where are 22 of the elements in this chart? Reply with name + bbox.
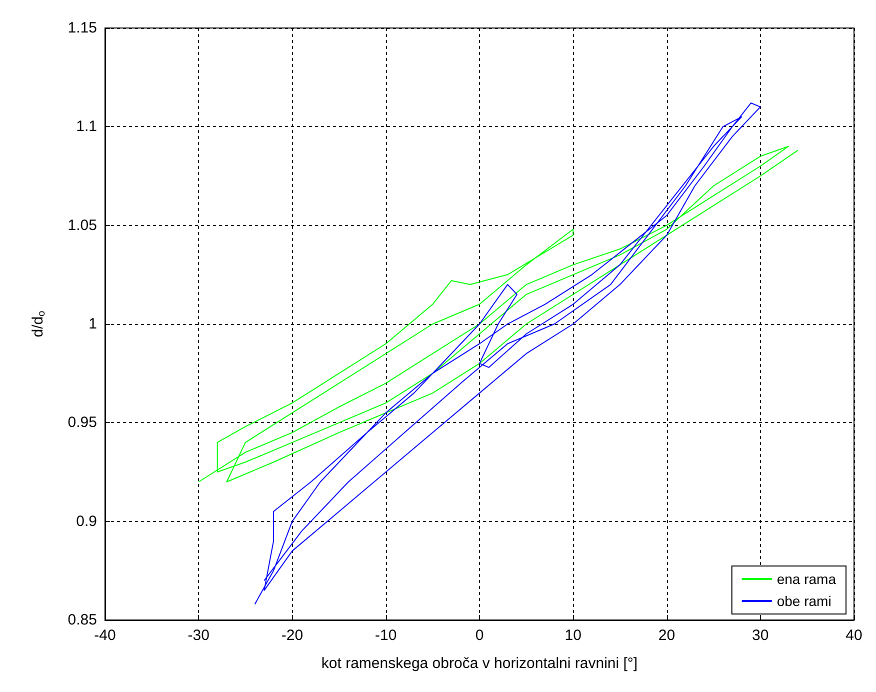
- x-tick-label: -40: [94, 627, 116, 644]
- x-tick-label: 10: [564, 627, 582, 644]
- line-series: [254, 102, 761, 605]
- y-tick-label: 1: [88, 316, 97, 332]
- y-axis-title: d/do: [30, 310, 48, 338]
- x-tick-label: 0: [475, 627, 484, 644]
- x-tick-label: 30: [752, 627, 769, 644]
- y-tick-label: 1.15: [68, 20, 97, 36]
- x-tick-label: 40: [846, 627, 862, 644]
- x-tick-label: -10: [375, 627, 397, 644]
- line-series: [198, 146, 798, 482]
- y-tick-label: 1.1: [76, 118, 97, 136]
- y-tick-label: 0.95: [68, 414, 97, 432]
- x-tick-label: 20: [658, 627, 676, 644]
- x-tick-label: -30: [188, 627, 210, 644]
- y-tick-label: 0.85: [68, 612, 97, 628]
- x-tick-label: -20: [281, 627, 304, 644]
- x-axis-title: kot ramenskega obroča v horizontalni ravnini [°]: [321, 655, 638, 672]
- legend-label: obe rami: [776, 593, 832, 609]
- y-tick-label: 0.9: [76, 512, 97, 530]
- legend-label: ena rama: [776, 571, 836, 587]
- y-tick-label: 1.05: [68, 216, 97, 234]
